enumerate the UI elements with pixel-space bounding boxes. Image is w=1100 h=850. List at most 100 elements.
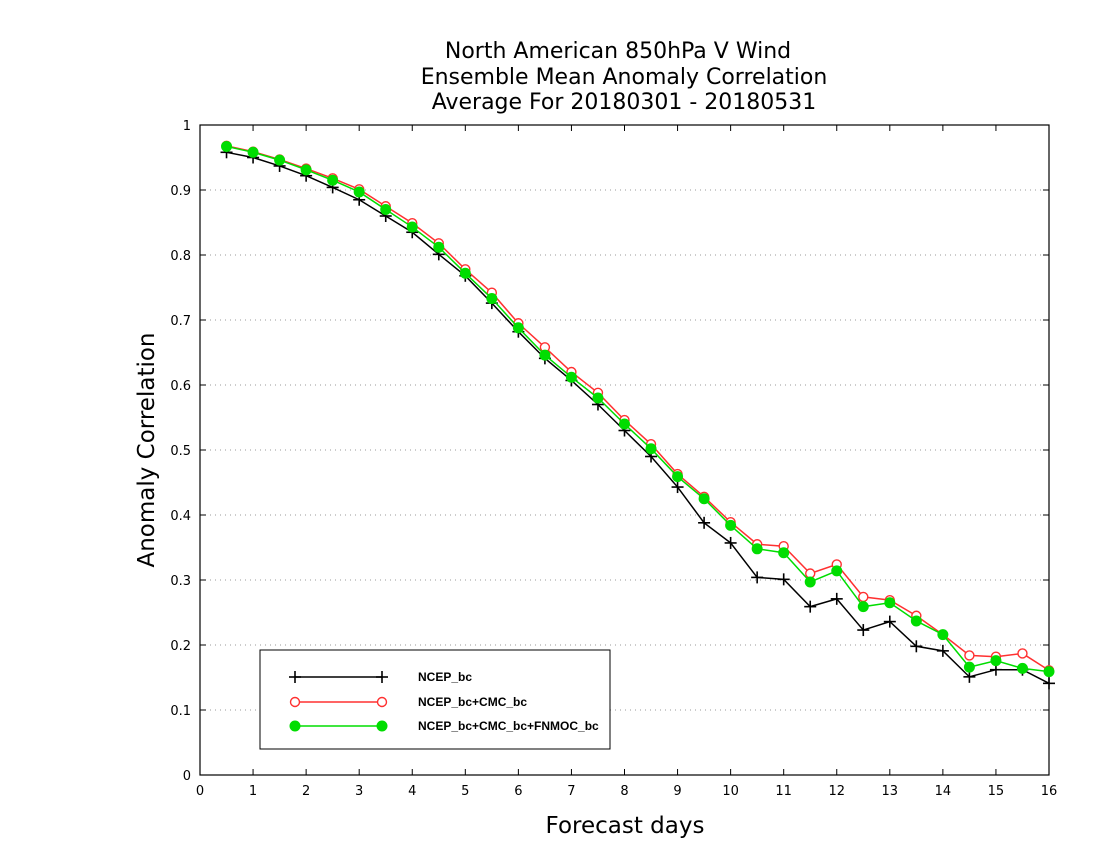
data-point [274,154,286,166]
x-tick-label: 9 [673,784,681,799]
x-tick-label: 5 [461,784,469,799]
data-point [406,221,418,233]
data-point [724,536,737,549]
legend-label: NCEP_bc [418,670,472,684]
x-tick-label: 11 [775,784,792,799]
y-tick-label: 0.4 [170,509,191,524]
data-point [883,615,896,628]
series-0 [220,146,1055,690]
legend-marker [376,720,388,732]
y-tick-label: 0.3 [170,574,191,589]
x-tick-label: 12 [828,784,845,799]
series-2 [221,140,1055,678]
x-tick-label: 2 [302,784,310,799]
data-point [830,592,843,605]
data-point [1017,648,1028,659]
data-point [884,597,896,609]
series-line [226,151,1050,685]
legend-entry: NCEP_bc+CMC_bc [289,695,527,709]
y-tick-label: 0.9 [170,184,191,199]
x-tick-label: 8 [620,784,628,799]
x-tick-label: 1 [249,784,257,799]
x-tick-label: 4 [408,784,416,799]
y-tick-label: 0.8 [170,249,191,264]
data-point [1016,662,1028,674]
x-tick-label: 7 [567,784,575,799]
data-point [698,516,711,529]
y-tick-label: 1 [183,119,191,134]
grid [200,189,1049,711]
data-point [247,146,259,158]
x-tick-label: 13 [882,784,899,799]
y-tick-label: 0.5 [170,444,191,459]
data-point [963,670,976,683]
legend-entry: NCEP_bc+CMC_bc+FNMOC_bc [289,719,599,733]
data-point [433,241,445,253]
data-point [380,204,392,215]
data-point [1043,677,1055,690]
data-point [857,601,869,613]
series-line [226,145,1050,671]
y-tick-label: 0 [183,769,191,784]
data-point [831,565,843,577]
data-point [565,371,577,383]
x-tick-label: 14 [935,784,952,799]
legend-marker [289,671,301,683]
series-layer [220,140,1055,690]
chart-title: North American 850hPa V Wind Ensemble Me… [421,39,828,115]
data-point [777,573,790,586]
x-tick-label: 10 [722,784,739,799]
data-point [645,443,657,455]
data-point [459,267,471,279]
data-point [751,543,763,555]
data-point [857,624,870,637]
data-point [327,174,339,186]
data-point [778,547,790,559]
data-point [964,650,975,661]
y-axis-ticks: 0 0.1 0.2 0.3 0.4 0.5 0.6 0.7 0.8 0.9 1 [170,119,1049,784]
y-tick-label: 0.1 [170,704,191,719]
y-tick-label: 0.7 [170,314,191,329]
data-point [539,349,551,361]
data-point [990,655,1002,667]
x-tick-label: 15 [988,784,1005,799]
data-point [300,164,312,176]
legend-label: NCEP_bc+CMC_bc+FNMOC_bc [418,719,599,733]
data-point [619,418,630,430]
legend-marker [289,720,301,732]
data-point [698,493,710,505]
legend-entry: NCEP_bc [289,670,472,684]
title-line-1: North American 850hPa V Wind [445,39,791,64]
data-point [910,615,922,627]
legend-marker [376,696,388,708]
legend: NCEP_bc NCEP_bc+CMC_bc NCEP_bc+CMC_bc+FNMO… [259,649,611,750]
data-point [353,186,365,198]
data-point [858,591,869,603]
x-tick-label: 16 [1041,784,1058,799]
data-point [1043,666,1055,678]
x-tick-label: 6 [514,784,522,799]
y-tick-label: 0.2 [170,639,191,654]
data-point [751,571,764,584]
title-line-3: Average For 20180301 - 20180531 [432,90,817,115]
data-point [592,392,604,404]
legend-marker [376,671,388,683]
x-tick-label: 0 [196,784,204,799]
y-tick-label: 0.6 [170,379,191,394]
title-line-2: Ensemble Mean Anomaly Correlation [421,65,828,90]
data-point [512,322,524,334]
series-1 [221,140,1055,676]
x-axis-ticks: 0 1 2 3 4 5 6 7 8 9 10 11 12 13 14 15 16 [196,125,1057,799]
x-axis-label: Forecast days [546,813,705,839]
data-point [936,644,949,657]
legend-marker [289,696,301,708]
data-point [486,293,498,305]
data-point [910,640,923,653]
data-point [725,519,737,531]
y-axis-label: Anomaly Correlation [134,332,160,567]
legend-label: NCEP_bc+CMC_bc [418,695,527,709]
data-point [804,576,816,588]
x-tick-label: 3 [355,784,363,799]
data-point [804,600,817,613]
